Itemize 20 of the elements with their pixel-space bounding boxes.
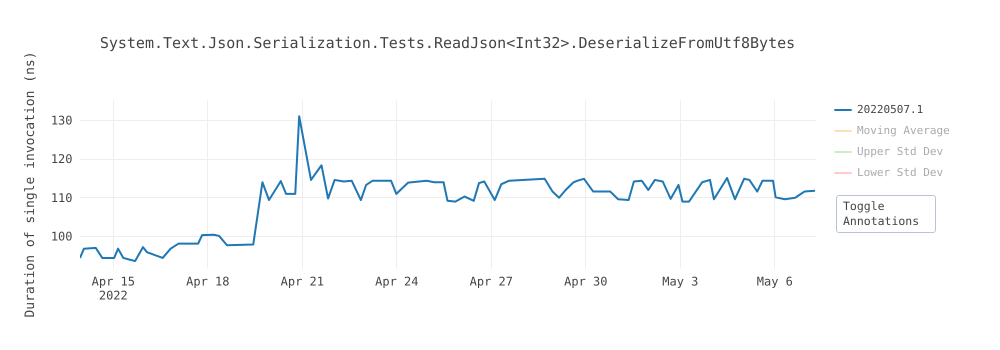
x-tick-label: Apr 15 2022 [92, 274, 135, 302]
x-tick-label: May 3 [662, 274, 698, 288]
legend-label: Moving Average [857, 124, 950, 137]
y-tick-label: 100 [50, 229, 72, 244]
chart-title: System.Text.Json.Serialization.Tests.ReadJson<Int32>.DeserializeFromUtf8Bytes [100, 34, 796, 52]
y-tick-label: 120 [50, 152, 72, 166]
legend-label: 20220507.1 [857, 103, 924, 116]
line-series [80, 115, 815, 262]
y-axis-title: Duration of single invocation (ns) [22, 51, 38, 318]
y-tick-label: 110 [50, 190, 72, 205]
legend-label: Upper Std Dev [857, 145, 944, 158]
text: Toggle Annotations [836, 195, 936, 233]
x-tick-label: May 6 [756, 274, 793, 288]
legend-label: Lower Std Dev [857, 166, 944, 179]
x-tick-label: Apr 30 [564, 274, 608, 288]
y-tick-label: 130 [50, 114, 72, 128]
x-tick-label: Apr 27 [470, 274, 513, 288]
x-tick-label: Apr 21 [280, 274, 324, 288]
x-tick-label: Apr 18 [186, 274, 230, 288]
x-tick-label: Apr 24 [375, 274, 418, 288]
